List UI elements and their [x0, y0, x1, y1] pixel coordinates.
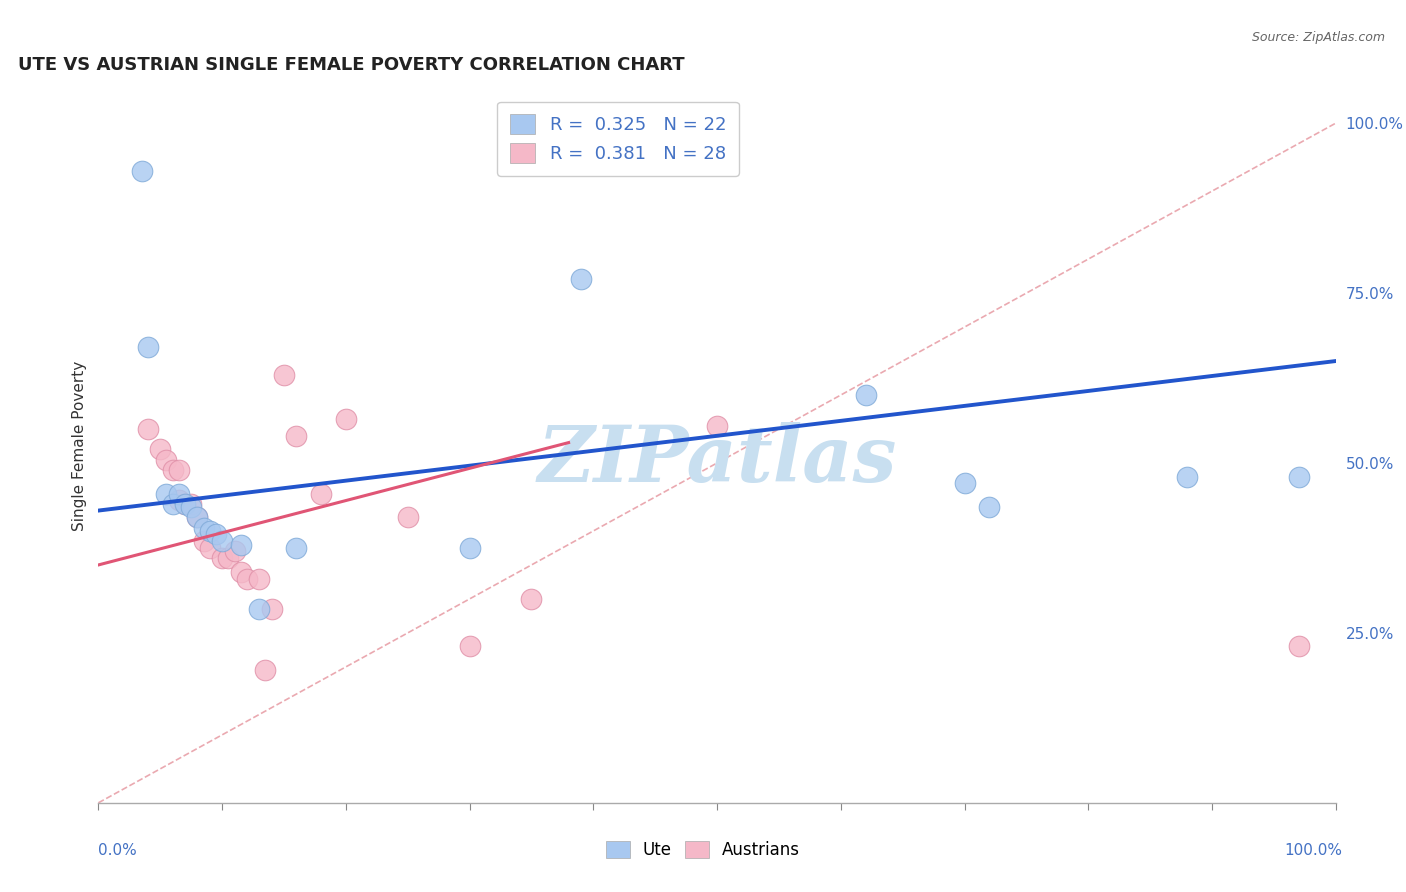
Point	[186, 510, 208, 524]
Point	[1288, 640, 1310, 654]
Point	[136, 341, 159, 355]
Point	[254, 663, 277, 677]
Point	[131, 163, 153, 178]
Point	[174, 497, 197, 511]
Point	[569, 272, 592, 286]
Point	[186, 510, 208, 524]
Point	[458, 640, 481, 654]
Text: 0.0%: 0.0%	[98, 843, 138, 858]
Point	[217, 551, 239, 566]
Text: Source: ZipAtlas.com: Source: ZipAtlas.com	[1251, 31, 1385, 45]
Point	[285, 541, 308, 555]
Point	[155, 452, 177, 467]
Point	[247, 572, 270, 586]
Point	[335, 412, 357, 426]
Legend: Ute, Austrians: Ute, Austrians	[599, 834, 807, 866]
Point	[396, 510, 419, 524]
Point	[224, 544, 246, 558]
Point	[205, 527, 228, 541]
Point	[155, 486, 177, 500]
Point	[174, 497, 197, 511]
Point	[167, 486, 190, 500]
Point	[136, 422, 159, 436]
Point	[458, 541, 481, 555]
Point	[167, 463, 190, 477]
Point	[236, 572, 259, 586]
Point	[520, 591, 543, 606]
Point	[229, 565, 252, 579]
Point	[198, 541, 221, 555]
Point	[1175, 469, 1198, 483]
Point	[193, 520, 215, 534]
Point	[211, 551, 233, 566]
Point	[180, 497, 202, 511]
Text: UTE VS AUSTRIAN SINGLE FEMALE POVERTY CORRELATION CHART: UTE VS AUSTRIAN SINGLE FEMALE POVERTY CO…	[18, 56, 685, 74]
Point	[198, 524, 221, 538]
Point	[149, 442, 172, 457]
Point	[309, 486, 332, 500]
Point	[167, 493, 190, 508]
Point	[1288, 469, 1310, 483]
Point	[706, 418, 728, 433]
Point	[953, 476, 976, 491]
Point	[180, 500, 202, 515]
Point	[229, 537, 252, 551]
Text: 100.0%: 100.0%	[1285, 843, 1343, 858]
Point	[855, 388, 877, 402]
Point	[162, 463, 184, 477]
Point	[285, 429, 308, 443]
Point	[979, 500, 1001, 515]
Legend: R =  0.325   N = 22, R =  0.381   N = 28: R = 0.325 N = 22, R = 0.381 N = 28	[498, 102, 738, 176]
Point	[162, 497, 184, 511]
Point	[260, 602, 283, 616]
Point	[273, 368, 295, 382]
Y-axis label: Single Female Poverty: Single Female Poverty	[72, 361, 87, 531]
Point	[193, 534, 215, 549]
Text: ZIPatlas: ZIPatlas	[537, 422, 897, 499]
Point	[247, 602, 270, 616]
Point	[211, 534, 233, 549]
